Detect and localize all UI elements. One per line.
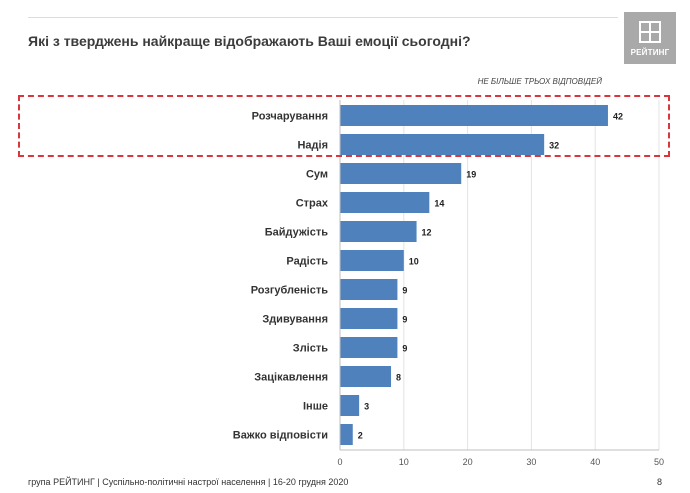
bar bbox=[340, 192, 430, 213]
footer-source: група РЕЙТИНГ | Суспільно-політичні наст… bbox=[28, 477, 349, 487]
bar bbox=[340, 221, 417, 242]
header-divider bbox=[28, 17, 618, 18]
data-label: 19 bbox=[466, 170, 476, 180]
data-label: 14 bbox=[434, 199, 444, 209]
category-label: Байдужість bbox=[265, 227, 329, 239]
bar bbox=[340, 163, 462, 184]
bar bbox=[340, 105, 608, 126]
rating-logo: РЕЙТИНГ bbox=[624, 12, 676, 64]
data-label: 3 bbox=[364, 402, 369, 412]
bar bbox=[340, 279, 398, 300]
x-tick-label: 20 bbox=[463, 457, 473, 467]
data-label: 8 bbox=[396, 373, 401, 383]
category-label: Злість bbox=[293, 343, 328, 355]
data-label: 9 bbox=[402, 315, 407, 325]
data-label: 12 bbox=[422, 228, 432, 238]
chart-title: Які з тверджень найкраще відображають Ва… bbox=[28, 33, 471, 49]
x-tick-label: 50 bbox=[654, 457, 664, 467]
category-label: Важко відповісти bbox=[233, 430, 328, 442]
x-tick-label: 40 bbox=[590, 457, 600, 467]
category-label: Радість bbox=[286, 256, 328, 268]
data-label: 10 bbox=[409, 257, 419, 267]
bar bbox=[340, 395, 360, 416]
data-label: 2 bbox=[358, 431, 363, 441]
bar bbox=[340, 250, 404, 271]
bar bbox=[340, 424, 353, 445]
bar bbox=[340, 366, 392, 387]
bar bbox=[340, 308, 398, 329]
category-label: Страх bbox=[296, 198, 329, 210]
data-label: 9 bbox=[402, 286, 407, 296]
bar bbox=[340, 337, 398, 358]
highlight-frame bbox=[18, 95, 670, 157]
data-label: 42 bbox=[613, 112, 623, 122]
chart-note: НЕ БІЛЬШЕ ТРЬОХ ВІДПОВІДЕЙ bbox=[477, 77, 602, 86]
category-label: Надія bbox=[297, 140, 328, 152]
data-label: 9 bbox=[402, 344, 407, 354]
category-label: Інше bbox=[303, 401, 328, 413]
category-label: Розгубленість bbox=[251, 285, 328, 297]
page-number: 8 bbox=[657, 477, 663, 487]
data-label: 32 bbox=[549, 141, 559, 151]
category-label: Зацікавлення bbox=[254, 372, 328, 384]
x-tick-label: 10 bbox=[399, 457, 409, 467]
logo-icon bbox=[639, 21, 661, 43]
category-label: Сум bbox=[306, 169, 328, 181]
logo-text: РЕЙТИНГ bbox=[630, 48, 670, 57]
category-label: Розчарування bbox=[252, 111, 328, 123]
bar bbox=[340, 134, 545, 155]
x-tick-label: 0 bbox=[337, 457, 342, 467]
x-tick-label: 30 bbox=[526, 457, 536, 467]
category-label: Здивування bbox=[262, 314, 328, 326]
